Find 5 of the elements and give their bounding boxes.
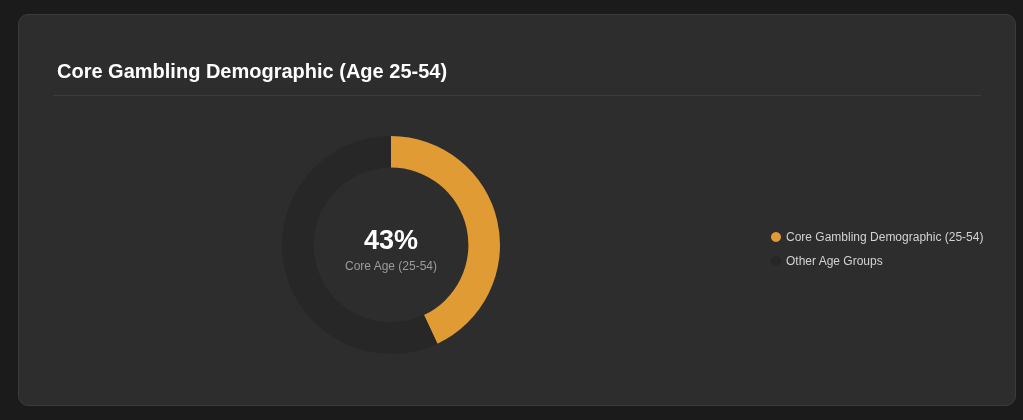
text: 43% (363, 225, 419, 255)
legend-label: Core Gambling Demographic (25-54) (786, 230, 984, 244)
legend-label: Other Age Groups (786, 254, 883, 268)
text: Core Age (25-54) (344, 259, 438, 273)
chart-title: Core Gambling Demographic (Age 25-54) (57, 60, 448, 82)
